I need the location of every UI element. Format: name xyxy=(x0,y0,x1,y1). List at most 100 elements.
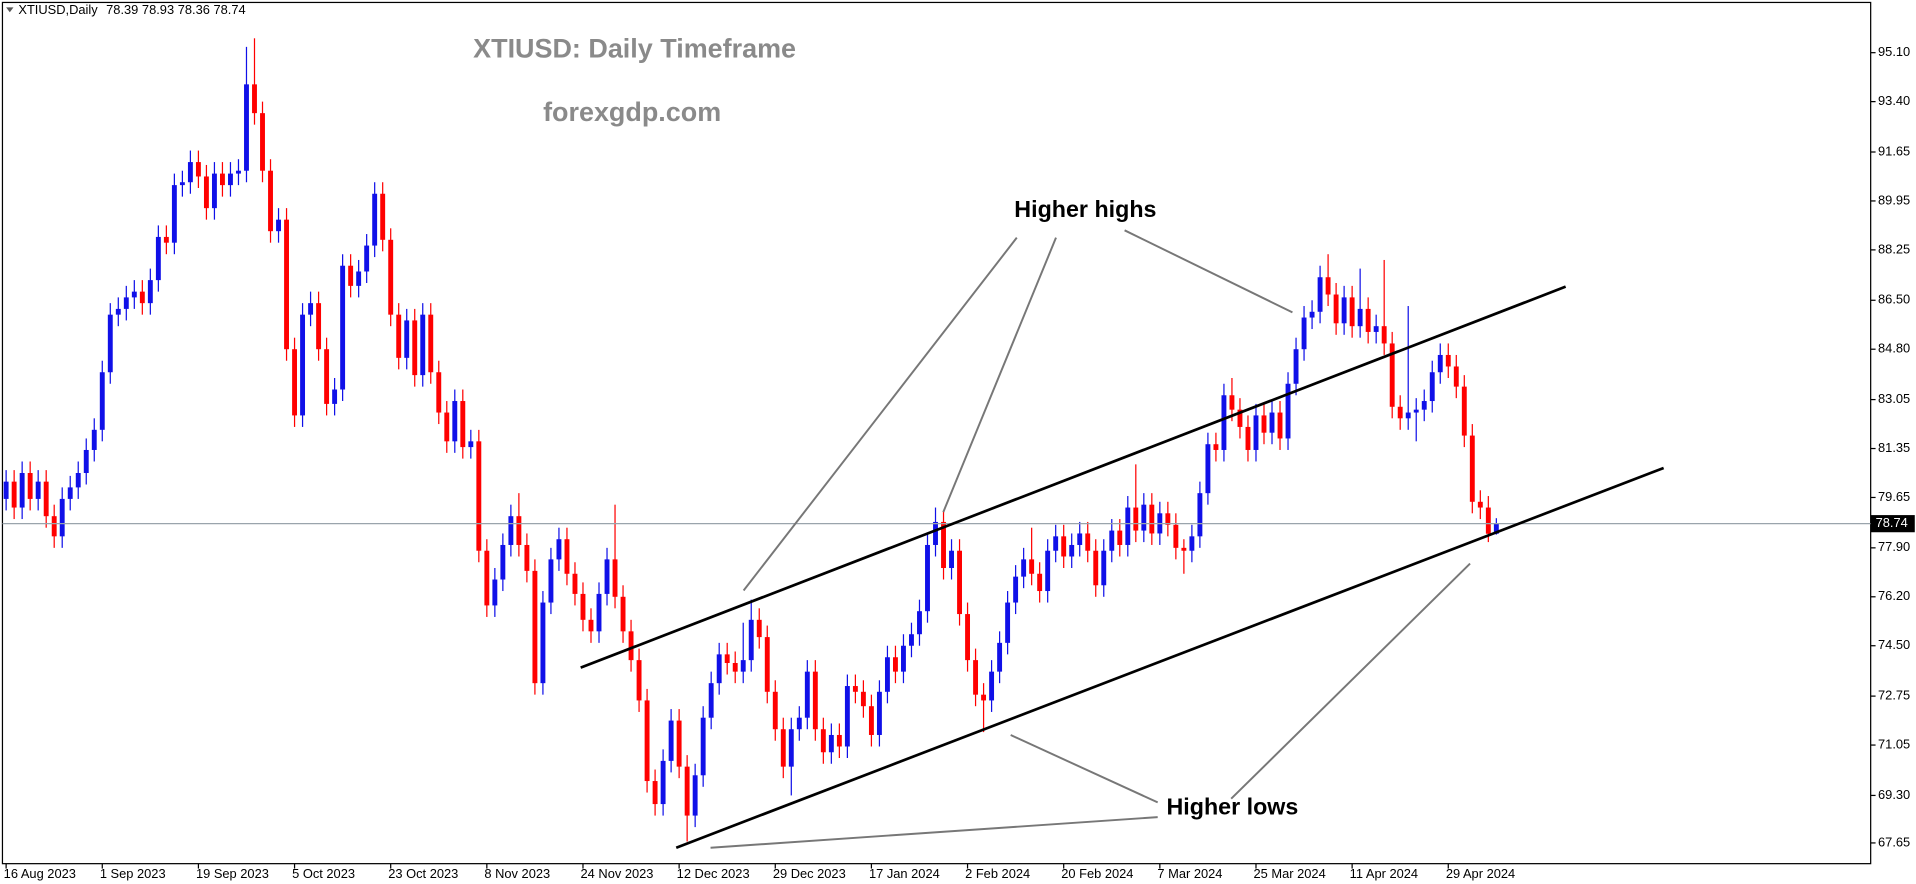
candle-body xyxy=(19,473,25,508)
candle-body xyxy=(548,559,554,603)
candle-body xyxy=(1293,349,1299,384)
candle-body xyxy=(1357,308,1363,327)
x-tick-label: 29 Apr 2024 xyxy=(1446,866,1515,881)
candle-body xyxy=(1109,530,1115,551)
candle-body xyxy=(1317,277,1323,312)
candle-body xyxy=(1021,559,1027,577)
candle-body xyxy=(604,559,610,594)
candle-body xyxy=(1453,366,1459,387)
candle-body xyxy=(1421,401,1427,410)
candle-body xyxy=(484,550,490,606)
candle-body xyxy=(1133,507,1139,531)
candle-body xyxy=(300,314,306,416)
candle-body xyxy=(652,781,658,805)
candle-body xyxy=(1277,412,1283,439)
candle-body xyxy=(1117,530,1123,545)
candle-body xyxy=(1477,501,1483,508)
candle-body xyxy=(1365,308,1371,332)
candle-body xyxy=(949,550,954,569)
candle-body xyxy=(917,611,922,635)
candle-body xyxy=(756,619,762,638)
candle-body xyxy=(436,372,442,413)
candle-body xyxy=(27,473,33,499)
candle-body xyxy=(1077,533,1083,545)
candle-body xyxy=(1261,415,1267,433)
y-tick-label: 79.65 xyxy=(1878,489,1910,504)
candle-body xyxy=(1197,493,1203,537)
y-tick-label: 83.05 xyxy=(1878,391,1910,406)
candle-body xyxy=(1485,507,1491,534)
candle-body xyxy=(1053,536,1059,551)
candle-body xyxy=(812,671,818,730)
candle-body xyxy=(1221,395,1227,450)
candle-body xyxy=(1165,513,1171,525)
last-price-label: 78.74 xyxy=(1876,515,1908,530)
x-tick-label: 19 Sep 2023 xyxy=(196,866,269,881)
candle-body xyxy=(1213,444,1219,450)
candle-body xyxy=(508,516,514,545)
candle-body xyxy=(492,579,498,606)
candle-body xyxy=(636,660,642,701)
y-tick-label: 89.95 xyxy=(1878,192,1910,207)
candle-body xyxy=(516,516,522,545)
candle-body xyxy=(460,401,466,448)
candle-body xyxy=(708,683,714,718)
y-tick-label: 69.30 xyxy=(1878,787,1910,802)
candle-body xyxy=(211,173,217,209)
candle-body xyxy=(925,544,930,612)
candle-body xyxy=(852,686,858,692)
candle-body xyxy=(155,236,161,281)
plot-frame xyxy=(1,1,1872,865)
x-tick-label: 25 Mar 2024 xyxy=(1254,866,1326,881)
candle-body xyxy=(35,481,41,499)
y-tick-label: 67.65 xyxy=(1878,834,1910,849)
last-price-box xyxy=(1870,515,1915,533)
candle-body xyxy=(1373,326,1379,332)
y-tick-label: 93.40 xyxy=(1878,93,1910,108)
candle-body xyxy=(1389,343,1395,407)
candle-body xyxy=(1285,383,1291,439)
candle-body xyxy=(748,619,754,661)
candle-body xyxy=(1037,573,1043,592)
low-value: 78.36 xyxy=(178,2,210,17)
candle-body xyxy=(1469,435,1475,502)
x-tick-label: 16 Aug 2023 xyxy=(4,866,76,881)
candle-body xyxy=(740,660,746,672)
candle-body xyxy=(556,539,562,560)
candle-body xyxy=(67,487,73,499)
candle-body xyxy=(628,631,634,661)
candle-body xyxy=(43,481,49,517)
candle-body xyxy=(396,314,402,358)
candle-body xyxy=(572,573,578,594)
candle-body xyxy=(909,634,914,646)
y-tick-label: 95.10 xyxy=(1878,44,1910,59)
pointer-line xyxy=(1010,734,1159,804)
candle-body xyxy=(404,320,410,358)
candle-body xyxy=(91,429,97,450)
candle-body xyxy=(139,291,145,304)
candle-body xyxy=(316,303,322,350)
x-tick-label: 7 Mar 2024 xyxy=(1157,866,1222,881)
candle-body xyxy=(1341,297,1347,324)
candle-body xyxy=(1045,550,1051,592)
x-tick-label: 12 Dec 2023 xyxy=(677,866,750,881)
candle-body xyxy=(388,239,394,315)
candle-body xyxy=(532,570,538,684)
y-tick-label: 86.50 xyxy=(1878,292,1910,307)
candle-body xyxy=(268,170,273,232)
y-tick-label: 91.65 xyxy=(1878,143,1910,158)
lower-channel-line xyxy=(675,466,1665,849)
candle-body xyxy=(580,593,586,620)
candle-body xyxy=(997,642,1003,672)
candle-body xyxy=(420,314,426,376)
candle-body xyxy=(468,441,474,448)
candle-body xyxy=(356,271,362,286)
candle-body xyxy=(860,691,866,707)
candle-body xyxy=(115,308,121,315)
candle-body xyxy=(1029,559,1035,574)
symbol: XTIUSD,Daily xyxy=(18,2,98,17)
candle-body xyxy=(1013,576,1019,603)
candles xyxy=(2,38,1871,842)
candle-body xyxy=(412,320,418,376)
candle-body xyxy=(1333,294,1339,324)
